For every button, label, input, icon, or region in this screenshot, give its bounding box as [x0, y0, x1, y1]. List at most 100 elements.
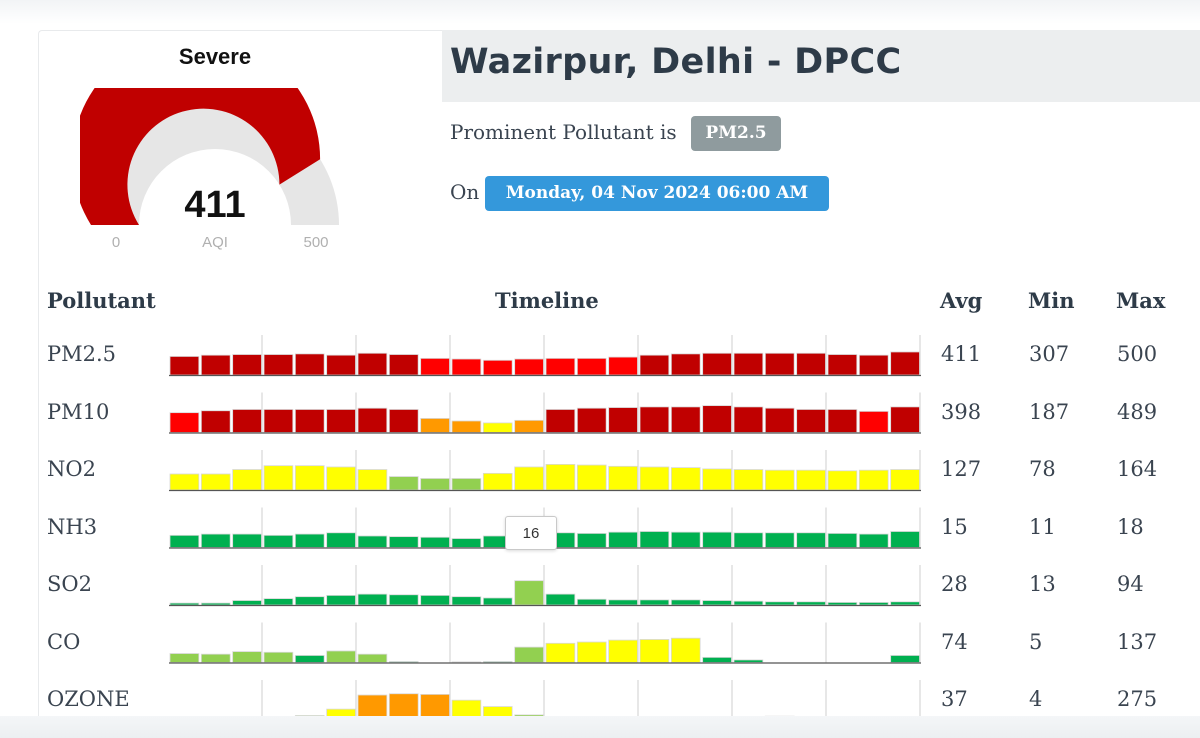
gauge-min-label: 0: [111, 234, 121, 251]
pollutant-avg: 28: [941, 572, 968, 596]
aqi-category: Severe: [178, 44, 252, 69]
pollutant-avg: 74: [941, 630, 968, 654]
timeline-bar: [482, 597, 513, 606]
timeline-bar: [545, 642, 576, 663]
timeline-bar: [294, 533, 325, 548]
timeline-bar: [482, 661, 513, 663]
timeline-bar: [576, 407, 607, 433]
timeline-bar: [263, 651, 294, 663]
timeline-bar: [326, 466, 356, 491]
timeline-bar: [514, 466, 544, 491]
bar-tooltip: 16: [505, 516, 557, 550]
timeline-bar: [827, 602, 858, 606]
timeline-bar: [514, 419, 544, 433]
timeline-bar: [576, 598, 607, 606]
timeline-bar: [294, 596, 325, 606]
timeline-bar: [169, 602, 200, 606]
timeline-bar: [420, 536, 450, 548]
pollutant-name: NO2: [47, 457, 96, 481]
timeline-bar: [608, 599, 638, 606]
timeline-bar: [514, 580, 544, 606]
timeline-bar: [639, 354, 670, 376]
timeline-bar: [263, 409, 294, 433]
timeline-bar: [733, 532, 764, 548]
timeline-bar: [200, 653, 231, 663]
timeline-bar: [827, 470, 858, 491]
timeline-bar: [169, 473, 200, 491]
timeline-bar: [702, 656, 732, 663]
gauge-unit-label: AQI: [202, 234, 228, 251]
timeline-bar: [670, 599, 701, 606]
timeline-bar: [200, 354, 231, 376]
timeline-bar: [827, 409, 858, 433]
timeline-bar: [670, 467, 701, 491]
prominent-pollutant-label: Prominent Pollutant is: [450, 120, 677, 144]
timeline-bar: [451, 358, 482, 376]
timeline-bar: [357, 593, 388, 606]
station-title: Wazirpur, Delhi - DPCC: [450, 42, 902, 82]
timeline-bar: [263, 465, 294, 491]
pollutant-max: 500: [1117, 342, 1158, 366]
timeline-bar: [514, 646, 544, 663]
timeline-bar: [890, 655, 920, 663]
pollutant-max: 137: [1117, 630, 1158, 654]
timeline-bar: [388, 693, 419, 721]
timeline-bar: [670, 637, 701, 663]
timeline-bar: [702, 468, 732, 491]
timeline-bar: [357, 407, 388, 433]
timeline-bar: [232, 533, 262, 548]
timeline-bar: [200, 602, 231, 606]
timeline-bar: [420, 418, 450, 433]
timeline-bar: [764, 601, 795, 606]
timeline-bar: [200, 533, 231, 548]
timeline-bar: [796, 601, 826, 606]
pollutant-name: OZONE: [47, 687, 130, 711]
timeline-bar: [576, 641, 607, 663]
col-header-max: Max: [1116, 288, 1166, 313]
timeline-bar: [420, 478, 450, 491]
pollutant-max: 18: [1117, 515, 1144, 539]
timeline-bar: [639, 466, 670, 491]
timeline-bar: [858, 354, 889, 376]
timeline-bar: [294, 465, 325, 491]
timeline-bar: [545, 593, 576, 606]
timeline-bar: [169, 534, 200, 548]
timeline-bar: [451, 596, 482, 606]
pollutant-min: 13: [1029, 572, 1056, 596]
timeline-bar: [545, 463, 576, 491]
timeline-bar: [326, 650, 356, 663]
pollutant-max: 275: [1117, 687, 1158, 711]
timeline-bar: [169, 412, 200, 433]
timeline-bar: [545, 409, 576, 433]
timeline-bar: [357, 352, 388, 376]
aqi-gauge: [80, 88, 339, 225]
timeline-bar: [733, 469, 764, 491]
timeline-bar: [357, 535, 388, 548]
pollutant-min: 307: [1029, 342, 1070, 366]
pollutant-name: NH3: [47, 515, 98, 539]
timeline-bar: [670, 531, 701, 548]
timeline-bar: [420, 595, 450, 606]
timeline-bar: [702, 531, 732, 548]
pollutant-name: SO2: [47, 572, 92, 596]
timeline-bar: [326, 354, 356, 376]
timeline-bar: [169, 356, 200, 376]
pollutant-avg: 37: [941, 687, 968, 711]
timeline-bar: [608, 639, 638, 663]
timeline-bar: [357, 469, 388, 491]
timeline-bar: [388, 594, 419, 606]
pollutant-avg: 127: [941, 457, 982, 481]
station-header: [442, 30, 1200, 102]
pollutant-min: 4: [1029, 687, 1043, 711]
gauge-fill: [80, 88, 321, 225]
timeline-bar: [357, 694, 388, 721]
timeline-bar: [608, 407, 638, 433]
timeline-bar: [764, 407, 795, 433]
top-fade: [0, 0, 1200, 24]
timeline-bar: [388, 409, 419, 433]
prominent-pollutant-badge: PM2.5: [691, 116, 781, 151]
timeline-bar: [451, 478, 482, 491]
timeline-bar: [639, 406, 670, 433]
pollutant-max: 94: [1117, 572, 1144, 596]
